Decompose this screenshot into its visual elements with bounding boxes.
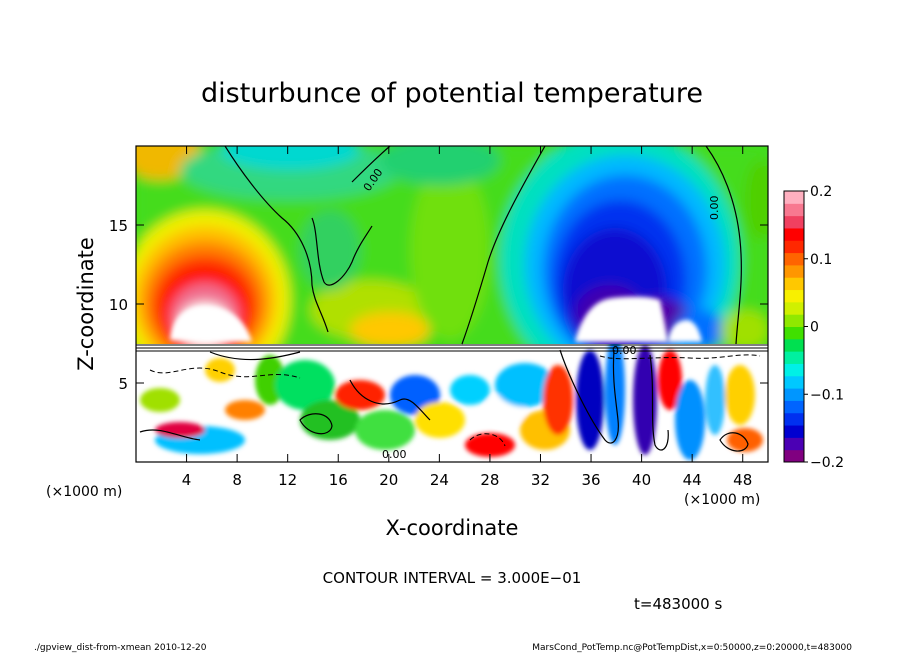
x-tick-label: 24 xyxy=(430,471,449,489)
colorbar-swatch xyxy=(784,437,804,451)
y-tick-label: 5 xyxy=(118,375,128,393)
y-tick-label: 15 xyxy=(109,217,128,235)
colorbar-swatch xyxy=(784,314,804,327)
x-axis-label: X-coordinate xyxy=(386,516,519,540)
colorbar-swatch xyxy=(784,301,804,315)
heatmap-field: 0.00 0.00 0.00 0.00 xyxy=(136,146,768,462)
colorbar-swatch xyxy=(784,351,804,364)
colorbar-swatch xyxy=(784,425,804,438)
y-axis: 5 10 15 xyxy=(109,217,768,393)
x-tick-label: 32 xyxy=(531,471,550,489)
colorbar-swatch xyxy=(784,203,804,217)
chart-title: disturbunce of potential temperature xyxy=(201,78,703,109)
x-unit-right: (×1000 m) xyxy=(684,492,760,508)
zero-contours xyxy=(139,146,749,452)
colorbar-swatch xyxy=(784,375,804,389)
colorbar-swatch xyxy=(784,400,804,414)
colorbar-swatch xyxy=(784,449,804,463)
colorbar-swatch xyxy=(784,277,804,291)
x-tick-label: 16 xyxy=(329,471,348,489)
colorbar-swatch xyxy=(784,215,804,229)
x-tick-label: 48 xyxy=(733,471,752,489)
colorbar-tick-label: 0.2 xyxy=(810,184,832,200)
colorbar-swatch xyxy=(784,326,804,340)
colorbar-swatch xyxy=(784,363,804,377)
colorbar-swatch xyxy=(784,338,804,352)
x-tick-label: 28 xyxy=(480,471,499,489)
colorbar xyxy=(784,191,804,463)
colorbar-swatch xyxy=(784,191,804,204)
time-label: t=483000 s xyxy=(634,595,722,613)
colorbar-swatch xyxy=(784,227,804,241)
colorbar-swatch xyxy=(784,388,804,401)
colorbar-swatch xyxy=(784,412,804,426)
contour-label-4: 0.00 xyxy=(382,448,407,461)
x-unit-left: (×1000 m) xyxy=(46,484,122,500)
colorbar-swatch xyxy=(784,240,804,254)
x-tick-label: 20 xyxy=(379,471,398,489)
contour-label-2: 0.00 xyxy=(708,196,721,221)
colorbar-tick-label: 0.1 xyxy=(810,252,832,268)
colorbar-swatch xyxy=(784,252,804,266)
footer-right: MarsCond_PotTemp.nc@PotTempDist,x=0:5000… xyxy=(532,643,852,653)
contour-interval: CONTOUR INTERVAL = 3.000E−01 xyxy=(323,569,582,587)
colorbar-swatch xyxy=(784,289,804,303)
x-axis: 4 8 12 16 20 24 28 32 36 40 44 48 xyxy=(182,146,752,489)
colorbar-tick-label: −0.1 xyxy=(810,387,844,403)
x-tick-label: 36 xyxy=(581,471,600,489)
y-axis-label: Z-coordinate xyxy=(74,237,98,371)
x-tick-label: 12 xyxy=(278,471,297,489)
colorbar-tick-label: −0.2 xyxy=(810,455,844,471)
colorbar-ticks: 0.2 0.1 0 −0.1 −0.2 xyxy=(804,184,844,471)
x-tick-label: 4 xyxy=(182,471,192,489)
footer-left: ./gpview_dist-from-xmean 2010-12-20 xyxy=(34,643,207,653)
x-tick-label: 8 xyxy=(232,471,242,489)
y-tick-label: 10 xyxy=(109,296,128,314)
colorbar-swatch xyxy=(784,264,804,278)
x-tick-label: 44 xyxy=(683,471,702,489)
colorbar-tick-label: 0 xyxy=(810,320,819,336)
x-tick-label: 40 xyxy=(632,471,651,489)
contour-label-3: 0.00 xyxy=(612,344,637,357)
